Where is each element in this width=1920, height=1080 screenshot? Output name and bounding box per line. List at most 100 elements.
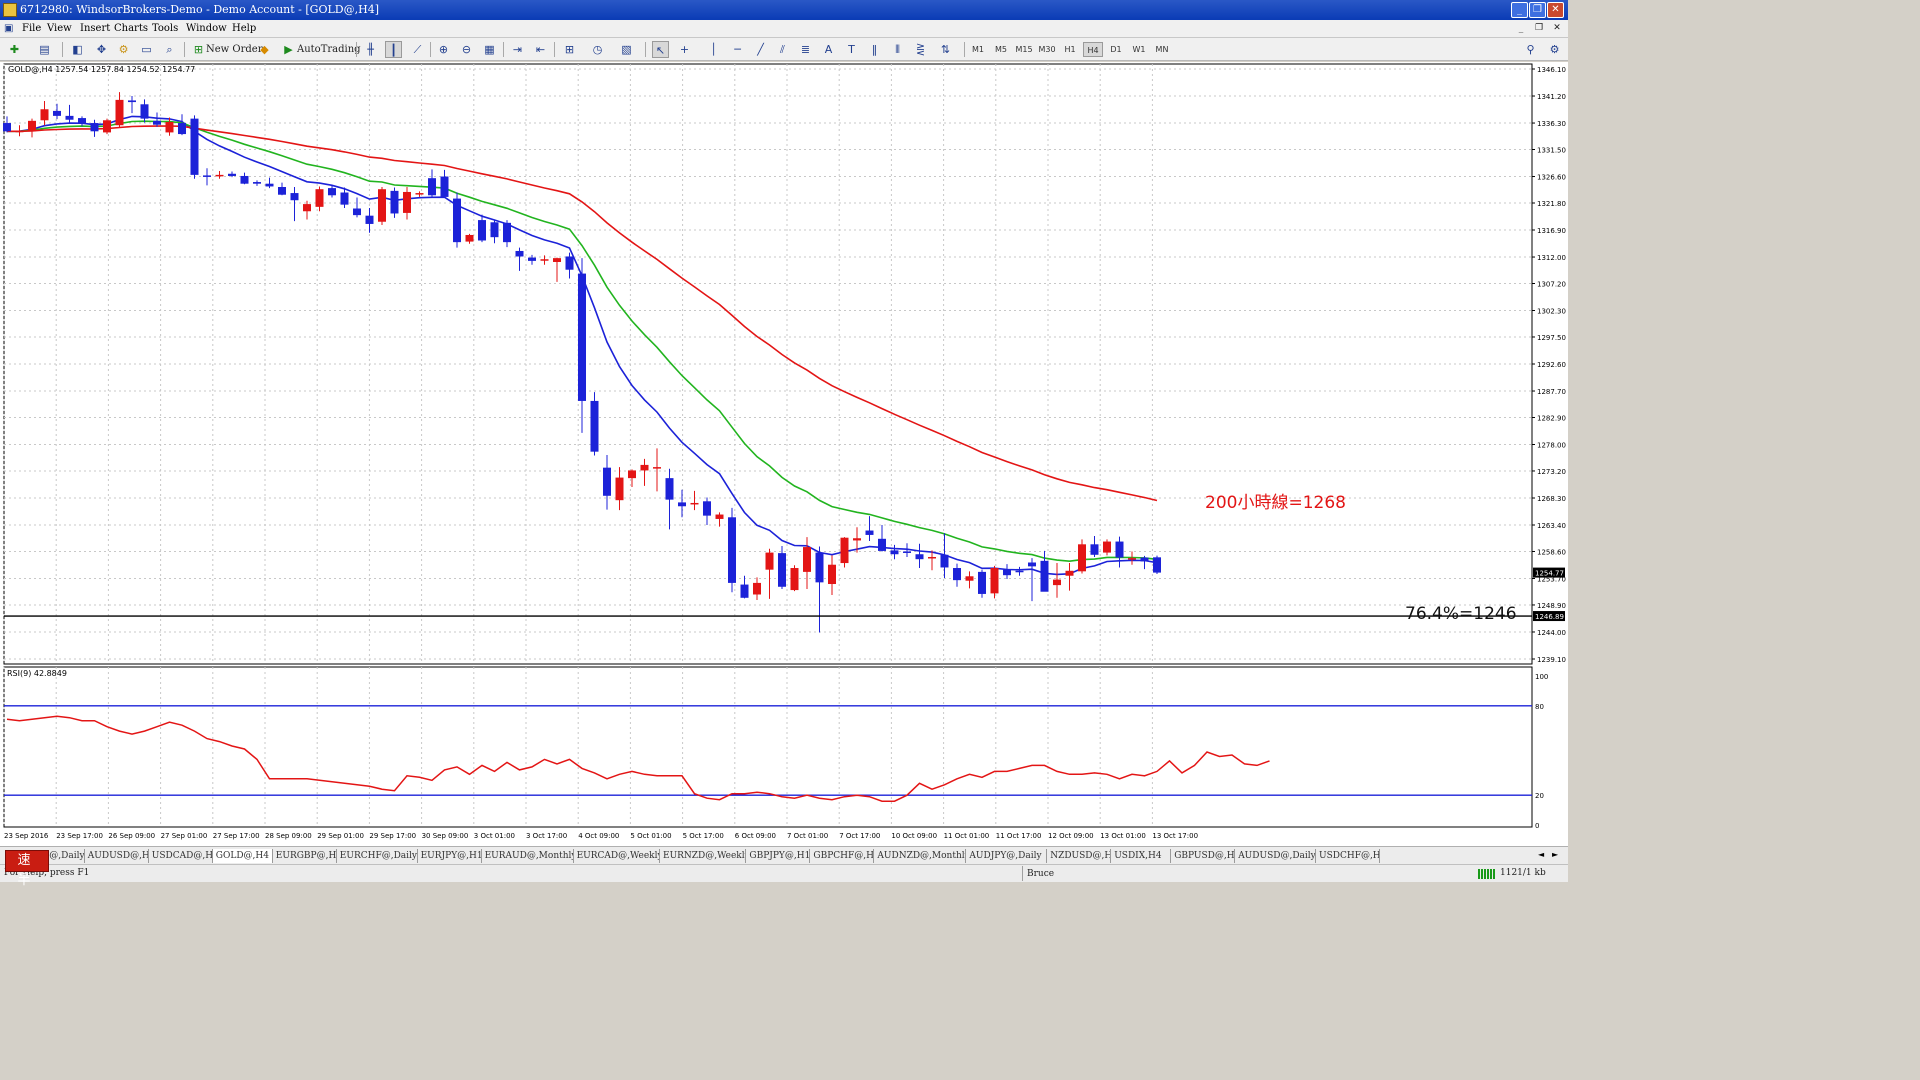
trendline-icon[interactable]: ╱ [757,43,764,56]
new-order-icon[interactable]: ⊞ [193,43,204,56]
indicators-icon[interactable]: ⊞ [564,43,575,56]
time-axis-label: 30 Sep 09:00 [422,832,469,840]
bar-chart-icon[interactable]: ╫ [367,43,374,56]
chart-tab[interactable]: AUDUSD@,H1 [85,849,149,863]
candle-body [315,189,324,207]
chart-tab[interactable]: EURAUD@,Monthly [482,849,574,863]
chart-tab[interactable]: EURNZD@,Weekly [660,849,747,863]
menu-window[interactable]: Window [186,23,227,34]
zoom-in-icon[interactable]: ⊕ [438,43,449,56]
chart-tab[interactable]: EURCHF@,Daily [337,849,418,863]
chart-tab[interactable]: AUDNZD@,Monthly [874,849,967,863]
text-label-icon[interactable]: T [848,43,855,56]
restore-button[interactable]: ❐ [1529,2,1546,18]
profiles-icon[interactable]: ▤ [39,43,50,56]
candle-body [103,120,111,133]
metaquotes-icon[interactable]: ◆ [260,43,269,56]
menu-file[interactable]: File [22,23,42,34]
horizontal-line-icon[interactable]: ─ [734,43,741,56]
tile-windows-icon[interactable]: ▦ [484,43,495,56]
title-bar[interactable]: 6712980: WindsorBrokers-Demo - Demo Acco… [0,0,1568,20]
tab-scroll-left[interactable]: ◄ [1538,850,1545,859]
navigator-icon[interactable]: ✥ [96,43,107,56]
auto-trading-icon[interactable]: ▶ [284,43,293,56]
chart-tab[interactable]: EURCAD@,Weekly [574,849,660,863]
terminal-icon[interactable]: ⚙ [118,43,129,56]
price-axis-label: 1258.60 [1537,548,1566,556]
chart-tab[interactable]: EURJPY@,H1 [418,849,482,863]
chart-tab[interactable]: AUDJPY@,Daily [966,849,1048,863]
timeframe-m5[interactable]: M5 [995,45,1007,54]
chart-tab[interactable]: USDCHF@,H4 [1316,849,1380,863]
gann-icon[interactable]: ‖ [871,43,878,56]
timeframe-m15[interactable]: M15 [1015,45,1033,54]
zoom-out-icon[interactable]: ⊖ [461,43,472,56]
chart-window-icon[interactable]: ▣ [4,23,14,34]
chart-tab[interactable]: EURGBP@,H4 [273,849,337,863]
chart-tab[interactable]: GBPCHF@,H1 [810,849,875,863]
menu-view[interactable]: View [47,23,72,34]
line-chart-icon[interactable]: ⟋ [413,43,422,56]
chart-minimize-button[interactable]: _ [1518,23,1524,33]
chart-tab[interactable]: AUDUSD@,Daily [1235,849,1316,863]
rsi-line [6,715,1270,802]
price-chart[interactable]: 1346.10 1341.20 1336.30 1331.50 1326.60 1321.… [0,62,1568,846]
annotation-fibo-764[interactable]: 76.4%=1246 [1405,604,1517,624]
chart-close-button[interactable]: ✕ [1553,23,1561,33]
strategy-tester-icon[interactable]: ▭ [141,43,152,56]
timeframe-m1[interactable]: M1 [972,45,984,54]
chart-tab[interactable]: USDCAD@,H4 [149,849,213,863]
menu-charts[interactable]: Charts [114,23,148,34]
metaeditor-icon[interactable]: ⌕ [166,43,173,56]
chart-restore-button[interactable]: ❐ [1534,23,1544,33]
chart-tabs: NZDUSD@,DailyAUDUSD@,H1USDCAD@,H4GOLD@,H… [0,846,1568,864]
autoscroll-icon[interactable]: ⇥ [512,43,523,56]
chart-area[interactable]: 1346.10 1341.20 1336.30 1331.50 1326.60 1321.… [0,62,1568,846]
market-watch-icon[interactable]: ◧ [72,43,83,56]
equidistant-channel-icon[interactable]: ⫽ [780,43,785,56]
menu-help[interactable]: Help [232,23,257,34]
menu-tools[interactable]: Tools [152,23,179,34]
crosshair-icon[interactable]: + [679,43,690,56]
minimize-button[interactable]: _ [1511,2,1528,18]
timeframe-m30[interactable]: M30 [1038,45,1056,54]
chart-tab[interactable]: GBPJPY@,H1 [746,849,811,863]
candle-body [1140,557,1149,562]
main-chart-frame [3,63,1533,665]
chart-tab[interactable]: USDIX,H4 [1111,849,1172,863]
fibonacci-icon[interactable]: ≣ [800,43,811,56]
vertical-line-icon[interactable]: │ [710,43,717,56]
chart-tab[interactable]: GOLD@,H4 [212,849,273,863]
timeframe-mn[interactable]: MN [1155,45,1169,54]
fibo-fan-icon[interactable]: ⋛ [915,43,926,56]
timeframe-h4[interactable]: H4 [1083,42,1103,57]
timeframe-w1[interactable]: W1 [1132,45,1146,54]
search-icon[interactable]: ⚲ [1526,43,1535,56]
close-button[interactable]: ✕ [1547,2,1564,18]
templates-icon[interactable]: ▧ [621,43,632,56]
timeframe-d1[interactable]: D1 [1110,45,1122,54]
settings-icon[interactable]: ⚙ [1549,43,1560,56]
chart-tab[interactable]: GBPUSD@,H1 [1171,849,1236,863]
text-icon[interactable]: A [824,43,833,56]
candle-body [240,175,249,184]
new-order-button[interactable]: New Order [206,44,263,55]
candle-body [753,582,761,595]
new-chart-icon[interactable]: ✚ [9,43,20,56]
chart-tab[interactable]: NZDUSD@,H4 [1047,849,1112,863]
periods-icon[interactable]: ◷ [592,43,603,56]
annotation-ma-200[interactable]: 200小時線=1268 [1205,493,1346,513]
candle-body [453,198,461,243]
menu-insert[interactable]: Insert [80,23,111,34]
chart-shift-icon[interactable]: ⇤ [535,43,546,56]
tab-scroll-right[interactable]: ► [1552,850,1559,859]
ime-indicator[interactable]: 速 半 [5,850,49,888]
candle-body [640,464,649,471]
arrows-icon[interactable]: ⇅ [940,43,951,56]
fibo-timezone-icon[interactable]: ⦀ [895,43,900,56]
auto-trading-button[interactable]: AutoTrading [297,44,361,55]
cursor-icon[interactable]: ↖ [652,41,669,58]
candlestick-icon[interactable]: ┃ [385,41,402,58]
current-price-tag [1533,567,1565,578]
timeframe-h1[interactable]: H1 [1064,45,1076,54]
